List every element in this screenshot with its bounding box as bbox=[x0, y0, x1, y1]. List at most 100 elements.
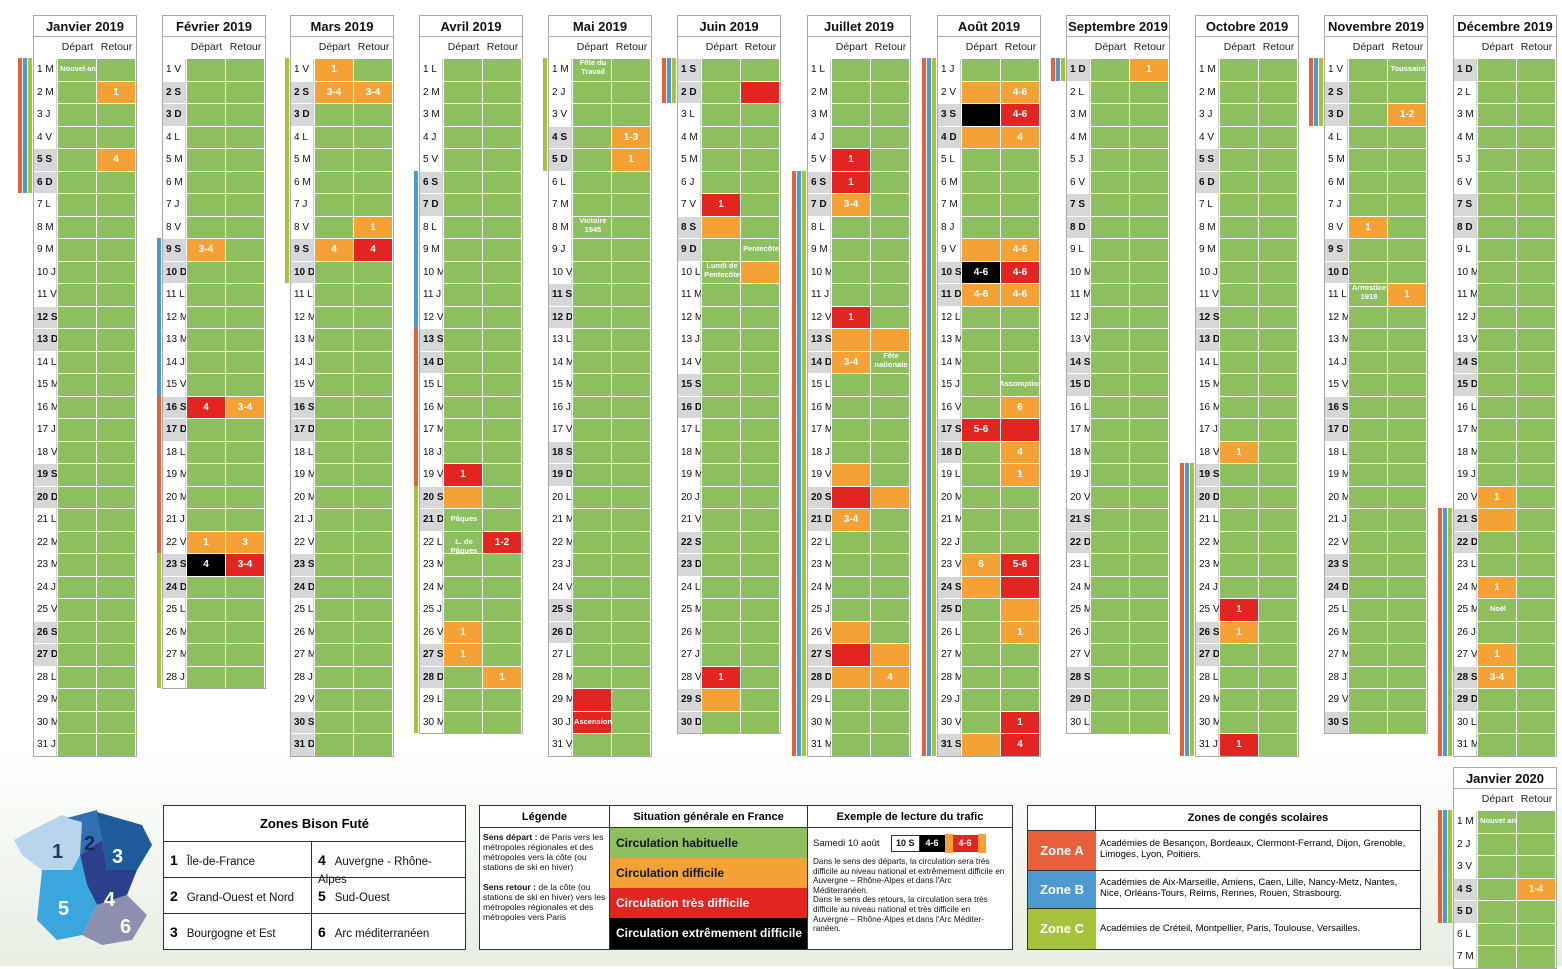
day-label: 5 L bbox=[938, 149, 961, 171]
day-label: 5 D bbox=[549, 149, 572, 171]
day-row: 18 J bbox=[420, 440, 522, 463]
depart-header: Départ bbox=[61, 41, 94, 53]
day-label: 17 M bbox=[1067, 419, 1092, 441]
depart-cell bbox=[831, 711, 870, 733]
day-label: 18 L bbox=[291, 441, 314, 463]
retour-cell bbox=[225, 59, 264, 81]
depart-cell bbox=[443, 441, 482, 463]
depart-cell bbox=[443, 711, 482, 733]
retour-cell bbox=[870, 441, 909, 463]
holiday-note: Pentecôte bbox=[743, 244, 779, 253]
depart-cell bbox=[701, 419, 740, 441]
day-label: 17 D bbox=[291, 419, 315, 441]
retour-cell bbox=[611, 396, 650, 418]
day-row: 8 J bbox=[938, 215, 1040, 238]
depart-cell bbox=[572, 464, 611, 486]
depart-cell bbox=[1219, 711, 1258, 733]
day-label: 11 M bbox=[1067, 284, 1092, 306]
depart-cell bbox=[1090, 486, 1129, 508]
day-label: 30 J bbox=[549, 711, 572, 733]
retour-cell bbox=[1516, 811, 1555, 833]
school-holiday-zone-b-bar bbox=[1443, 810, 1447, 923]
day-row: 18 S bbox=[549, 440, 651, 463]
day-label: 11 M bbox=[678, 284, 703, 306]
retour-cell bbox=[870, 621, 909, 643]
retour-cell bbox=[225, 464, 264, 486]
depart-cell bbox=[572, 554, 611, 576]
retour-cell bbox=[96, 194, 135, 216]
day-row: 22 D bbox=[1454, 530, 1556, 553]
day-row: 4 L bbox=[1325, 125, 1427, 148]
retour-cell bbox=[1387, 396, 1426, 418]
school-holiday-zone-a-bar bbox=[1051, 58, 1055, 81]
day-row: 27 D bbox=[34, 643, 136, 666]
retour-cell bbox=[611, 621, 650, 643]
day-row: 12 S bbox=[34, 305, 136, 328]
depart-cell bbox=[701, 621, 740, 643]
day-row: 26 D bbox=[549, 620, 651, 643]
retour-cell bbox=[96, 689, 135, 711]
day-row: 14 L bbox=[1196, 350, 1298, 373]
day-label: 10 L bbox=[678, 261, 701, 283]
school-holiday-zone-b-bar bbox=[927, 58, 931, 756]
day-row: 18 L bbox=[163, 440, 265, 463]
depart-cell bbox=[1219, 216, 1258, 238]
day-row: 6 S bbox=[420, 170, 522, 193]
exemple-date: Samedi 10 août bbox=[813, 837, 880, 849]
day-row: 8 D bbox=[1454, 215, 1556, 238]
day-label: 12 J bbox=[1067, 306, 1090, 328]
day-label: 8 V bbox=[291, 216, 314, 238]
depart-cell bbox=[831, 126, 870, 148]
day-row: 27 V bbox=[1067, 643, 1169, 666]
retour-cell bbox=[225, 576, 264, 598]
day-row: 5 M bbox=[291, 148, 393, 171]
retour-cell bbox=[1129, 464, 1168, 486]
retour-cell bbox=[1516, 923, 1555, 945]
day-label: 7 L bbox=[1196, 194, 1219, 216]
retour-cell: 5-6 bbox=[1000, 554, 1039, 576]
retour-cell bbox=[353, 441, 392, 463]
day-label: 10 M bbox=[808, 261, 833, 283]
day-label: 23 M bbox=[420, 554, 445, 576]
depart-cell bbox=[443, 216, 482, 238]
day-label: 23 S bbox=[163, 554, 187, 576]
holiday-note: Nouvel an bbox=[1480, 816, 1516, 825]
depart-cell: 1 bbox=[1219, 599, 1258, 621]
day-row: 28 S bbox=[1067, 665, 1169, 688]
depart-cell bbox=[186, 666, 225, 688]
retour-cell bbox=[1387, 689, 1426, 711]
retour-cell bbox=[1387, 239, 1426, 261]
month-title: Juillet 2019 bbox=[808, 16, 910, 37]
depart-cell bbox=[1348, 59, 1387, 81]
day-row: 4 S 1-4 bbox=[1454, 877, 1556, 900]
school-holiday-zone-b-bar bbox=[667, 58, 671, 103]
depart-cell: 1 bbox=[443, 621, 482, 643]
day-label: 28 J bbox=[163, 666, 186, 688]
retour-cell bbox=[611, 171, 650, 193]
depart-cell bbox=[1219, 419, 1258, 441]
depart-cell bbox=[314, 441, 353, 463]
map-label-4: 4 bbox=[104, 889, 116, 911]
day-row: 3 J bbox=[34, 103, 136, 126]
day-label: 14 D bbox=[420, 351, 444, 373]
depart-cell bbox=[961, 734, 1000, 756]
retour-cell bbox=[1000, 329, 1039, 351]
day-row: 21 L bbox=[1196, 508, 1298, 531]
day-row: 22 M bbox=[1196, 530, 1298, 553]
day-row: 26 J bbox=[1067, 620, 1169, 643]
depart-cell bbox=[961, 689, 1000, 711]
retour-cell bbox=[353, 396, 392, 418]
depart-cell bbox=[1090, 216, 1129, 238]
depart-cell bbox=[701, 284, 740, 306]
school-holiday-zone-a-bar bbox=[1438, 810, 1442, 923]
day-label: 12 D bbox=[549, 306, 573, 328]
day-row: 3 M bbox=[1067, 103, 1169, 126]
situation-extremement-difficile: Circulation extrêmement difficile bbox=[610, 918, 807, 949]
retour-cell bbox=[1516, 531, 1555, 553]
day-label: 5 M bbox=[291, 149, 314, 171]
day-label: 29 D bbox=[1067, 689, 1091, 711]
day-label: 7 S bbox=[1067, 194, 1090, 216]
holiday-note: L. de Pâques bbox=[450, 536, 478, 555]
day-row: 1 L bbox=[420, 58, 522, 81]
